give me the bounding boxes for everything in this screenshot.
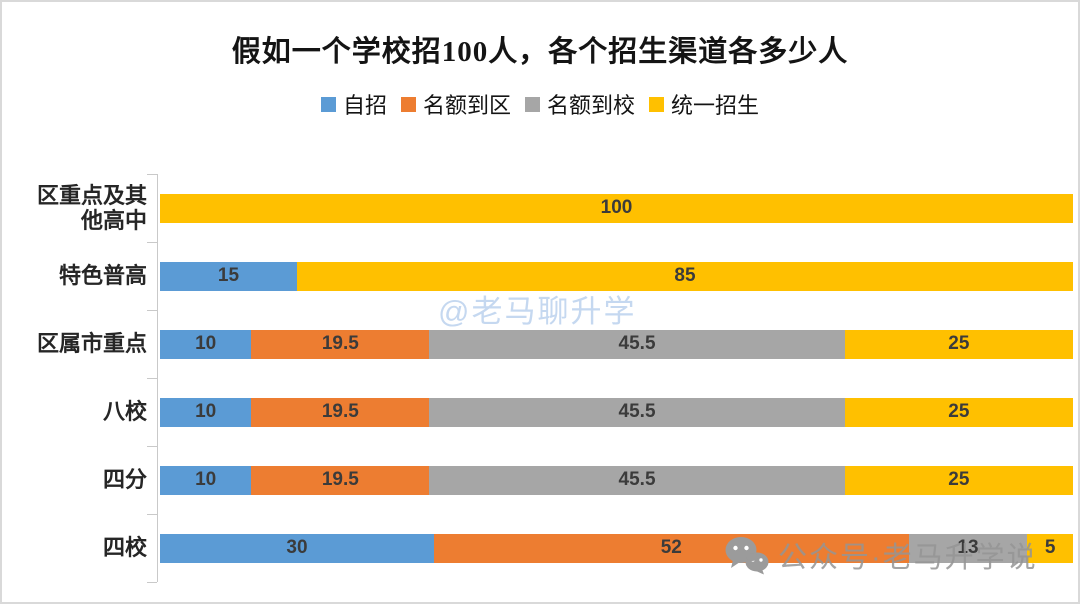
bar-segment: 13: [908, 533, 1028, 563]
bar-row: 10 19.5 45.5 25: [160, 446, 1073, 514]
axis-tick: [147, 378, 157, 379]
bar-segment: 10: [160, 397, 252, 427]
stacked-bar: 30 52 13 5: [160, 533, 1073, 563]
bar-segment: 85: [296, 261, 1073, 291]
legend-swatch: [525, 96, 540, 112]
category-label: 四校: [102, 535, 147, 561]
watermark-bottom: 公众号·老马升学说: [724, 534, 1038, 576]
legend-label: 统一招生: [671, 93, 760, 118]
axis-tick: [147, 582, 157, 583]
bar-row: 100: [160, 174, 1073, 242]
axis-tick: [147, 514, 157, 515]
legend: 自招 名额到区 名额到校 统一招生: [0, 88, 1080, 120]
chart-title: 假如一个学校招100人，各个招生渠道各多少人: [231, 36, 849, 68]
bars: 100 15 85 10 19.5 45.5 25 10 19.5 45.5 25 10 19.5 45.…: [160, 174, 1073, 582]
bar-segment: 25: [844, 329, 1073, 359]
legend-item: 名额到校: [525, 88, 635, 120]
stacked-bar: 10 19.5 45.5 25: [160, 465, 1073, 495]
legend-swatch: [649, 96, 665, 112]
category-label: 八校: [102, 399, 147, 425]
legend-swatch: [400, 96, 416, 112]
axis-tick: [147, 174, 157, 175]
legend-label: 自招: [342, 93, 387, 118]
bar-segment: 45.5: [429, 397, 845, 427]
axis-tick: [147, 310, 157, 311]
bar-row: 10 19.5 45.5 25: [160, 378, 1073, 446]
category-label: 区属市重点: [36, 331, 147, 357]
bar-row: 30 52 13 5: [160, 514, 1073, 582]
axis-tick: [147, 242, 157, 243]
legend-item: 自招: [320, 88, 387, 120]
bar-segment: 52: [433, 533, 909, 563]
bar-segment: 45.5: [429, 329, 845, 359]
legend-swatch: [320, 96, 336, 112]
legend-item: 名额到区: [400, 88, 511, 120]
axis-tick: [147, 446, 157, 447]
stacked-bar: 10 19.5 45.5 25: [160, 397, 1073, 427]
bar-segment: 25: [844, 465, 1073, 495]
bar-segment: 5: [1027, 533, 1073, 563]
bar-segment: 10: [160, 329, 252, 359]
stacked-bar: 15 85: [160, 261, 1073, 291]
legend-label: 名额到校: [547, 93, 636, 118]
bar-segment: 19.5: [251, 397, 430, 427]
bar-segment: 15: [160, 261, 297, 291]
bar-segment: 19.5: [251, 465, 430, 495]
bar-segment: 19.5: [251, 329, 430, 359]
legend-label: 名额到区: [422, 93, 511, 118]
bar-segment: 30: [160, 533, 434, 563]
wechat-icon: [724, 535, 770, 575]
axis-line: [157, 174, 158, 582]
category-label: 特色普高: [58, 263, 147, 289]
bar-segment: 10: [160, 465, 252, 495]
bar-segment: 25: [844, 397, 1073, 427]
bar-row: 10 19.5 45.5 25: [160, 310, 1073, 378]
category-label: 四分: [102, 467, 147, 493]
plot-area: 区重点及其他高中 特色普高 区属市重点 八校 四分 四校 100 15 85 10 19.5 45.…: [0, 174, 1073, 583]
stacked-bar: 100: [160, 193, 1073, 223]
watermark-center: @老马聊升学: [438, 294, 637, 329]
bar-segment: 45.5: [429, 465, 845, 495]
bar-segment: 100: [160, 193, 1073, 223]
stacked-bar: 10 19.5 45.5 25: [160, 329, 1073, 359]
category-axis: 区重点及其他高中特色普高区属市重点八校四分四校: [23, 174, 147, 582]
bar-row: 15 85: [160, 242, 1073, 310]
legend-item: 统一招生: [649, 88, 759, 120]
watermark-bottom-text: 公众号·老马升学说: [778, 542, 1038, 574]
category-label: 区重点及其他高中: [36, 182, 147, 233]
